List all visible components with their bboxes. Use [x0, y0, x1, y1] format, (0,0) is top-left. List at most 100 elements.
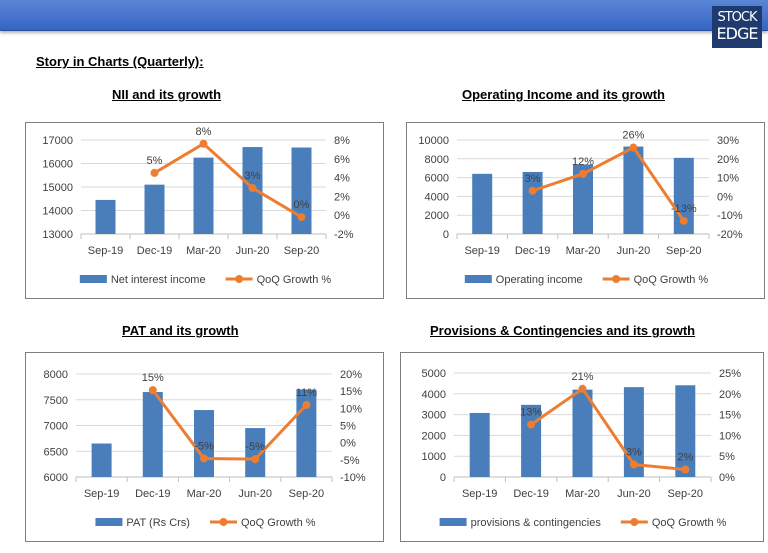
x-tick-label: Mar-20 [186, 245, 221, 257]
y-right-tick-label: -5% [340, 455, 360, 467]
y-right-tick-label: 5% [340, 421, 356, 433]
y-right-tick-label: 6% [334, 154, 350, 166]
legend-label-line: QoQ Growth % [241, 517, 316, 529]
legend-label-line: QoQ Growth % [652, 517, 727, 529]
growth-point [251, 455, 260, 464]
x-tick-label: Jun-20 [236, 245, 270, 257]
y-right-tick-label: 2% [334, 191, 350, 203]
y-left-tick-label: 6000 [425, 173, 449, 185]
legend-label-line: QoQ Growth % [257, 274, 332, 286]
y-left-tick-label: 17000 [42, 135, 73, 147]
legend: provisions & contingencies QoQ Growth % [439, 517, 727, 529]
data-label: -5% [245, 441, 265, 453]
chart-nii: 13000 14000 15000 16000 17000 -2% 0% 2% 4% 6% 8% Se… [25, 122, 384, 299]
x-tick-label: Sep-19 [88, 245, 123, 257]
y-right-tick-label: 0% [334, 210, 350, 222]
data-label: 3% [525, 173, 541, 185]
growth-line [153, 141, 303, 219]
x-tick-label: Sep-20 [284, 245, 319, 257]
header-band [0, 0, 768, 31]
y-left-tick-label: 7500 [44, 395, 68, 407]
growth-line [530, 386, 686, 472]
growth-point [579, 169, 587, 178]
y-right-tick-label: -20% [717, 229, 743, 241]
y-right-tick-label: 10% [717, 173, 739, 185]
legend-label-line: QoQ Growth % [634, 274, 709, 286]
bar [142, 392, 163, 477]
y-left-tick-label: 6500 [44, 446, 68, 458]
data-label: -5% [194, 440, 214, 452]
growth-point [681, 465, 690, 474]
legend: Operating income QoQ Growth % [464, 274, 709, 286]
data-label: 13% [520, 407, 542, 419]
y-right-tick-label: -10% [717, 210, 743, 222]
legend-swatch-point [235, 275, 244, 283]
data-label: 5% [147, 155, 163, 167]
growth-point [528, 186, 537, 195]
y-right-tick-label: 0% [717, 191, 733, 203]
legend-swatch-point [219, 518, 228, 526]
bar [469, 412, 490, 477]
growth-point [150, 168, 159, 177]
page-title: Story in Charts (Quarterly): [36, 54, 204, 69]
growth-point [629, 143, 638, 152]
legend-swatch-bar [95, 518, 123, 526]
legend-swatch-bar [439, 518, 467, 526]
logo-text-top: STOCK [717, 10, 757, 25]
data-label: 15% [142, 372, 164, 384]
y-right-tick-label: 0% [340, 438, 356, 450]
growth-point [248, 183, 257, 192]
x-tick-label: Mar-20 [566, 245, 601, 257]
data-label: 12% [572, 156, 594, 168]
growth-point [200, 454, 208, 463]
legend-swatch-point [630, 518, 639, 526]
chart-title-operating-income: Operating Income and its growth [462, 87, 665, 102]
chart-title-nii: NII and its growth [112, 87, 222, 102]
x-tick-label: Sep-20 [289, 488, 324, 500]
y-left-tick-label: 7000 [44, 421, 68, 433]
legend-label-bar: Operating income [496, 274, 583, 286]
chart-title-provisions: Provisions & Contingencies and its growt… [430, 323, 696, 338]
x-tick-label: Dec-19 [137, 245, 172, 257]
data-label: 21% [571, 371, 593, 383]
y-right-tick-label: 10% [719, 430, 741, 442]
x-tick-label: Sep-20 [666, 245, 701, 257]
y-left-tick-label: 15000 [42, 182, 73, 194]
legend-swatch-bar [79, 275, 107, 283]
y-left-tick-label: 6000 [44, 472, 68, 484]
bar [623, 146, 644, 234]
x-tick-label: Dec-19 [135, 488, 170, 500]
legend-label-bar: Net interest income [111, 274, 206, 286]
growth-point [578, 384, 587, 393]
stockedge-logo: STOCK EDGE [712, 6, 762, 48]
bar [245, 428, 266, 477]
chart-provisions: 0 1000 2000 3000 4000 5000 0% 5% 10% 15% 20% 25% Sep… [400, 352, 764, 542]
y-left-tick-label: 4000 [422, 389, 446, 401]
y-left-tick-label: 14000 [42, 206, 73, 218]
growth-point [199, 139, 208, 148]
legend-swatch-point [612, 275, 621, 283]
y-left-tick-label: 16000 [42, 159, 73, 171]
y-right-tick-label: 30% [717, 135, 739, 147]
y-right-tick-label: 8% [334, 135, 350, 147]
x-tick-label: Dec-19 [515, 245, 550, 257]
y-right-tick-label: 20% [719, 389, 741, 401]
y-right-tick-label: 25% [719, 368, 741, 380]
legend-label-bar: provisions & contingencies [471, 517, 602, 529]
x-tick-label: Dec-19 [513, 488, 548, 500]
growth-point [679, 216, 688, 225]
data-label: 11% [296, 387, 317, 399]
chart-title-pat: PAT and its growth [122, 323, 239, 338]
y-right-tick-label: 15% [719, 410, 741, 422]
x-tick-label: Jun-20 [617, 488, 651, 500]
data-label: 26% [622, 130, 644, 142]
y-left-tick-label: 8000 [425, 154, 449, 166]
bar [472, 173, 493, 234]
y-left-tick-label: 0 [440, 472, 446, 484]
growth-point [148, 386, 157, 395]
bar [675, 385, 696, 477]
growth-point [302, 400, 311, 409]
y-right-tick-label: -10% [340, 472, 366, 484]
data-label: 3% [626, 447, 642, 459]
x-tick-label: Mar-20 [187, 488, 222, 500]
